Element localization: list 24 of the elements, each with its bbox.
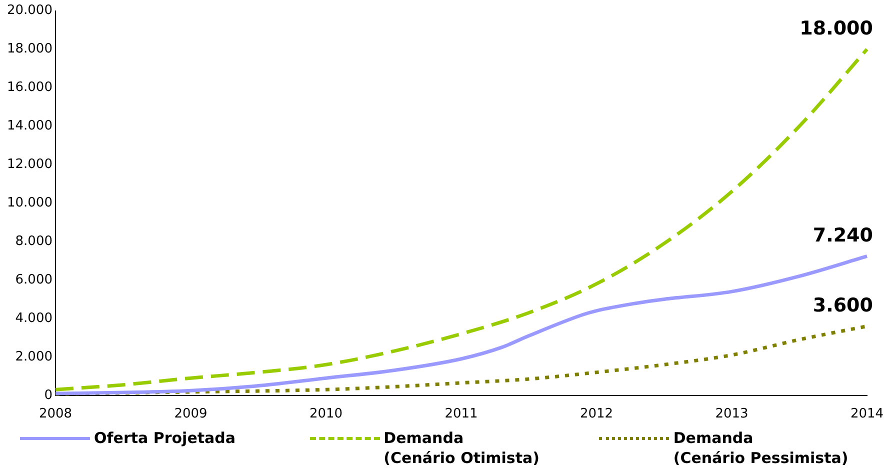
- y-tick-label: 2.000: [15, 349, 52, 364]
- y-tick-label: 16.000: [6, 80, 52, 96]
- y-tick-label: 0: [44, 388, 52, 403]
- x-tick-label: 2011: [444, 406, 478, 422]
- y-tick-label: 10.000: [6, 195, 52, 210]
- y-tick-label: 12.000: [6, 157, 52, 172]
- x-tick-label: 2014: [850, 406, 884, 422]
- y-tick-label: 18.000: [6, 42, 52, 57]
- legend-label: Oferta Projetada: [94, 428, 236, 448]
- legend-label: Demanda (Cenário Otimista): [384, 428, 540, 468]
- data-label: 3.600: [812, 294, 873, 317]
- y-tick-label: 6.000: [15, 272, 52, 288]
- y-tick-label: 20.000: [6, 3, 52, 18]
- x-tick-label: 2010: [309, 406, 343, 422]
- y-tick-label: 4.000: [15, 310, 52, 326]
- x-tick-label: 2009: [174, 406, 208, 422]
- data-label: 18.000: [800, 18, 873, 40]
- y-tick-label: 8.000: [15, 234, 52, 249]
- x-tick-label: 2013: [715, 406, 748, 422]
- x-tick-label: 2008: [38, 406, 72, 422]
- x-tick-label: 2012: [580, 406, 614, 422]
- data-label: 7.240: [812, 224, 873, 247]
- legend-label: Demanda (Cenário Pessimista): [673, 428, 848, 468]
- y-tick-label: 14.000: [6, 118, 52, 134]
